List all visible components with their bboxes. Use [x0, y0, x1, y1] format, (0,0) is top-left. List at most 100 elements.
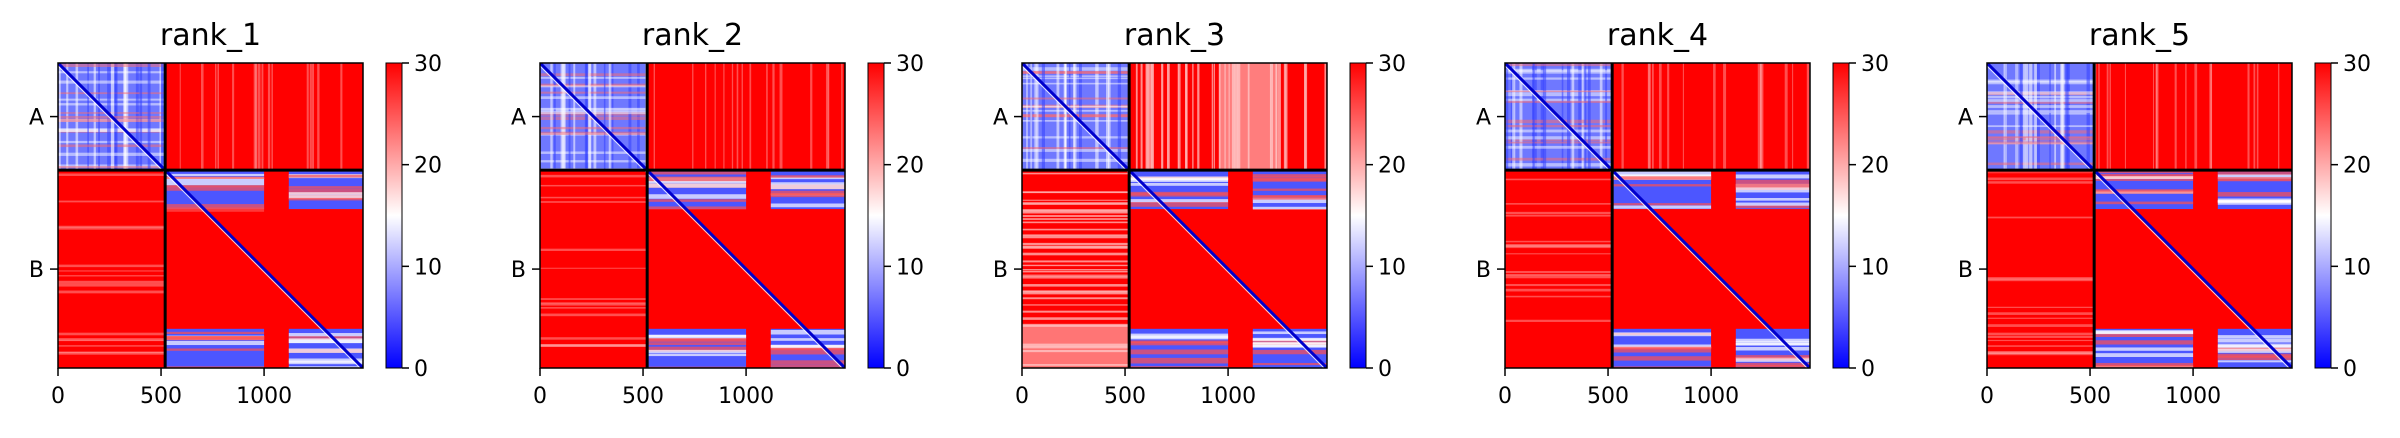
stripe — [1022, 264, 1130, 267]
stripe — [1987, 130, 2095, 134]
x-tick-label: 0 — [1980, 384, 1994, 409]
stripe — [1252, 349, 1327, 355]
stripe — [1022, 290, 1130, 293]
stripe — [288, 339, 363, 344]
stripe — [540, 307, 648, 309]
stripe — [2098, 63, 2100, 171]
stripe — [1735, 338, 1810, 342]
heatmap-image — [58, 63, 363, 368]
stripe — [1987, 306, 2095, 308]
stripe — [779, 63, 783, 171]
stripe — [1505, 240, 1613, 243]
stripe — [741, 63, 743, 171]
y-tick-label: A — [1958, 106, 1973, 131]
panel-frame — [1504, 62, 1811, 369]
stripe — [1987, 79, 2095, 83]
stripe — [1621, 63, 1624, 171]
stripe — [1987, 339, 2095, 342]
stripe — [1505, 139, 1613, 142]
stripe — [540, 126, 648, 130]
stripe — [2278, 63, 2280, 171]
stripe — [1987, 351, 2095, 354]
stripe — [1505, 63, 1509, 171]
stripe — [2106, 63, 2109, 171]
stripe — [1540, 63, 1544, 171]
stripe — [1213, 63, 1215, 171]
stripe — [540, 267, 648, 269]
stripe — [165, 348, 265, 351]
stripe — [560, 63, 563, 171]
stripe — [1135, 63, 1138, 171]
stripe — [1987, 216, 2095, 219]
stripe — [2217, 179, 2292, 182]
stripe — [2155, 63, 2158, 171]
stripe — [562, 63, 566, 171]
stripe — [1505, 319, 1613, 322]
diagonal-halo — [1022, 65, 1325, 368]
stripe — [1022, 172, 1130, 175]
stripe — [1612, 184, 1712, 187]
stripe — [647, 183, 747, 188]
stripe — [540, 76, 648, 79]
stripe — [288, 186, 363, 189]
stripe — [1505, 129, 1613, 133]
stripe — [1987, 137, 2095, 141]
stripe — [2094, 201, 2194, 205]
stripe — [288, 333, 363, 337]
stripe — [2217, 170, 2292, 176]
stripe — [58, 264, 166, 268]
stripe — [1723, 63, 1727, 171]
stripe — [288, 192, 363, 195]
panel-frame — [539, 62, 846, 369]
stripe — [1505, 253, 1613, 255]
stripe — [2194, 63, 2198, 171]
stripe — [731, 63, 734, 171]
stripe — [714, 63, 716, 171]
stripe — [770, 193, 845, 198]
stripe — [1129, 366, 1229, 368]
stripe — [749, 63, 752, 171]
colorbar-tick-label: 30 — [896, 52, 924, 77]
stripe — [1583, 63, 1587, 171]
stripe — [1129, 199, 1229, 203]
stripe — [1532, 63, 1535, 171]
colorbar-tick-label: 20 — [1861, 154, 1889, 179]
stripe — [160, 63, 164, 171]
stripe — [1185, 63, 1187, 171]
colorbar-tick-label: 0 — [2343, 357, 2357, 382]
stripe — [58, 339, 166, 342]
stripe — [540, 303, 648, 306]
stripe — [2209, 63, 2212, 171]
stripe — [1284, 63, 1288, 171]
stripe — [1658, 63, 1662, 171]
stripe — [1022, 158, 1130, 162]
stripe — [1735, 346, 1810, 351]
stripe — [1612, 205, 1712, 209]
stripe — [165, 173, 265, 176]
stripe — [772, 63, 775, 171]
panel-rank_5: rank_5 A B 0 500 1000 0 10 20 30 — [1958, 18, 2371, 409]
heatmap-image — [1987, 63, 2292, 368]
heatmap-image — [1505, 63, 1810, 368]
panel-title: rank_2 — [642, 18, 743, 53]
stripe — [1505, 283, 1613, 287]
stripe — [1512, 63, 1516, 171]
stripe — [1145, 63, 1148, 171]
stripe — [1022, 191, 1130, 194]
stripe — [540, 73, 648, 77]
stripe — [2124, 63, 2127, 171]
stripe — [1022, 147, 1130, 150]
stripe — [1735, 355, 1810, 359]
stripe — [1177, 63, 1181, 171]
panel-title: rank_4 — [1607, 18, 1708, 53]
stripe — [58, 280, 166, 284]
stripe — [2034, 63, 2037, 171]
stripe — [1022, 67, 1130, 71]
stripe — [1561, 63, 1564, 171]
stripe — [1735, 205, 1810, 209]
stripe — [1505, 203, 1613, 205]
stripe — [1505, 163, 1613, 167]
stripe — [1612, 203, 1712, 206]
stripe — [1987, 110, 2095, 113]
